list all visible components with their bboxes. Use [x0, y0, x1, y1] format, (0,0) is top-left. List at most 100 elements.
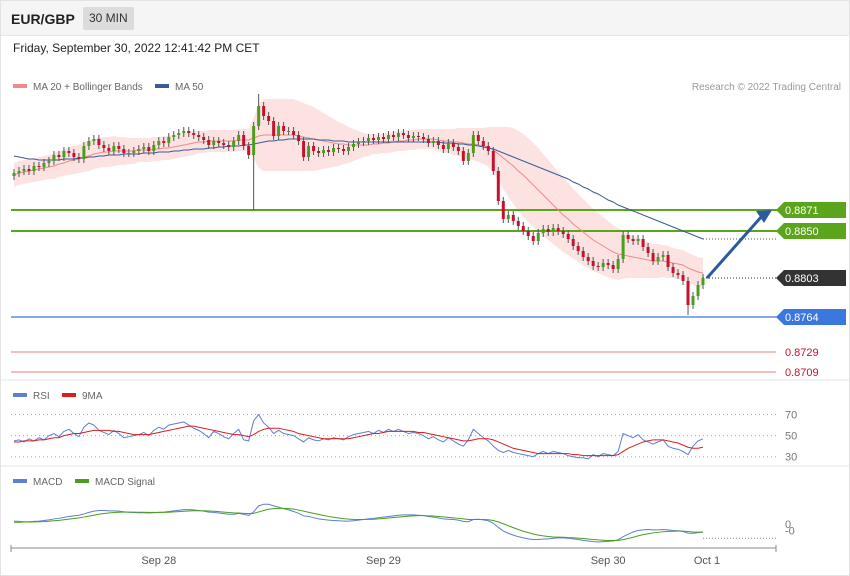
timestamp-label: Friday, September 30, 2022 12:41:42 PM C…	[13, 41, 260, 55]
candle	[262, 106, 266, 116]
candle	[371, 138, 375, 140]
macd-signal-line	[13, 507, 703, 542]
rsi-ma-legend-label: 9MA	[82, 391, 103, 402]
candle	[616, 259, 620, 269]
candle	[172, 135, 176, 137]
minor-support-label-5: 0.8709	[785, 367, 819, 379]
symbol-label: EUR/GBP	[11, 11, 75, 27]
candle	[362, 141, 365, 142]
candle	[267, 116, 271, 121]
candle	[546, 229, 550, 232]
candle	[411, 136, 415, 138]
chart-header: EUR/GBP 30 MIN	[0, 0, 850, 36]
rsi-legend-swatch	[13, 393, 27, 397]
candle	[656, 257, 660, 261]
candle	[491, 151, 495, 171]
resistance-label-1: 0.8850	[785, 226, 819, 238]
candle	[72, 153, 76, 157]
resistance-tag-1	[776, 223, 846, 239]
candle	[117, 146, 121, 149]
forecast-arrow-head	[756, 210, 772, 223]
candle	[611, 265, 615, 269]
candle	[272, 121, 276, 136]
candle	[242, 135, 246, 146]
candle	[441, 145, 445, 149]
candle	[82, 146, 86, 159]
candle	[606, 263, 610, 265]
candle	[292, 131, 296, 135]
ma20-legend-swatch	[13, 84, 27, 88]
candle	[626, 235, 630, 239]
candle	[182, 131, 186, 133]
candle	[466, 153, 470, 161]
candle	[137, 149, 141, 151]
candle	[27, 169, 31, 171]
candle	[426, 139, 430, 143]
candle	[237, 135, 241, 141]
candle	[471, 135, 475, 153]
candle	[332, 148, 336, 152]
candle	[192, 133, 196, 135]
candle	[666, 255, 670, 267]
candle	[37, 166, 41, 167]
candle	[67, 151, 71, 153]
candle	[352, 144, 355, 147]
candle	[12, 173, 16, 176]
candle	[366, 138, 370, 141]
candle	[112, 146, 116, 151]
candle	[671, 267, 675, 273]
candle	[127, 153, 131, 154]
candle	[421, 137, 425, 139]
candle	[576, 246, 580, 251]
candle	[347, 147, 351, 151]
candle	[287, 131, 291, 132]
candle	[646, 247, 650, 253]
candle	[541, 229, 545, 233]
support-tag-3	[776, 309, 846, 325]
candle	[581, 251, 585, 257]
candle	[62, 151, 66, 157]
candle	[197, 135, 201, 137]
rsi-legend-label: RSI	[33, 391, 50, 402]
candle	[476, 135, 480, 141]
candle	[691, 296, 695, 305]
macd-legend-swatch	[13, 479, 27, 483]
candle	[641, 239, 645, 247]
timeframe-button[interactable]: 30 MIN	[83, 7, 134, 30]
candle	[232, 141, 236, 147]
candle	[317, 151, 321, 153]
candle	[187, 131, 191, 133]
candle	[277, 126, 281, 136]
candle	[651, 253, 655, 261]
candle	[327, 150, 331, 152]
candle	[621, 235, 625, 259]
candle	[247, 146, 251, 155]
candle	[676, 273, 680, 275]
candle	[157, 141, 161, 145]
candle	[406, 135, 410, 138]
candle	[307, 146, 311, 157]
x-tick-label-2: Sep 30	[591, 555, 626, 567]
candle	[217, 141, 221, 143]
candle	[77, 157, 81, 159]
candle	[486, 146, 490, 151]
macd-line	[13, 503, 704, 543]
candle	[207, 140, 211, 145]
candle	[227, 145, 231, 147]
candle	[52, 155, 56, 161]
candle	[596, 266, 600, 267]
candle	[132, 151, 136, 153]
candle	[631, 239, 635, 241]
candle	[202, 137, 206, 140]
macd-tick-label-0: 0	[785, 519, 791, 531]
rsi-ma-line	[14, 425, 704, 457]
candle	[451, 143, 455, 147]
candle	[391, 135, 395, 137]
candle	[481, 141, 485, 146]
candle	[526, 231, 530, 236]
candle	[696, 285, 700, 296]
rsi-line	[13, 413, 704, 460]
candle	[152, 145, 156, 151]
macd-signal-legend-label: MACD Signal	[95, 477, 155, 488]
